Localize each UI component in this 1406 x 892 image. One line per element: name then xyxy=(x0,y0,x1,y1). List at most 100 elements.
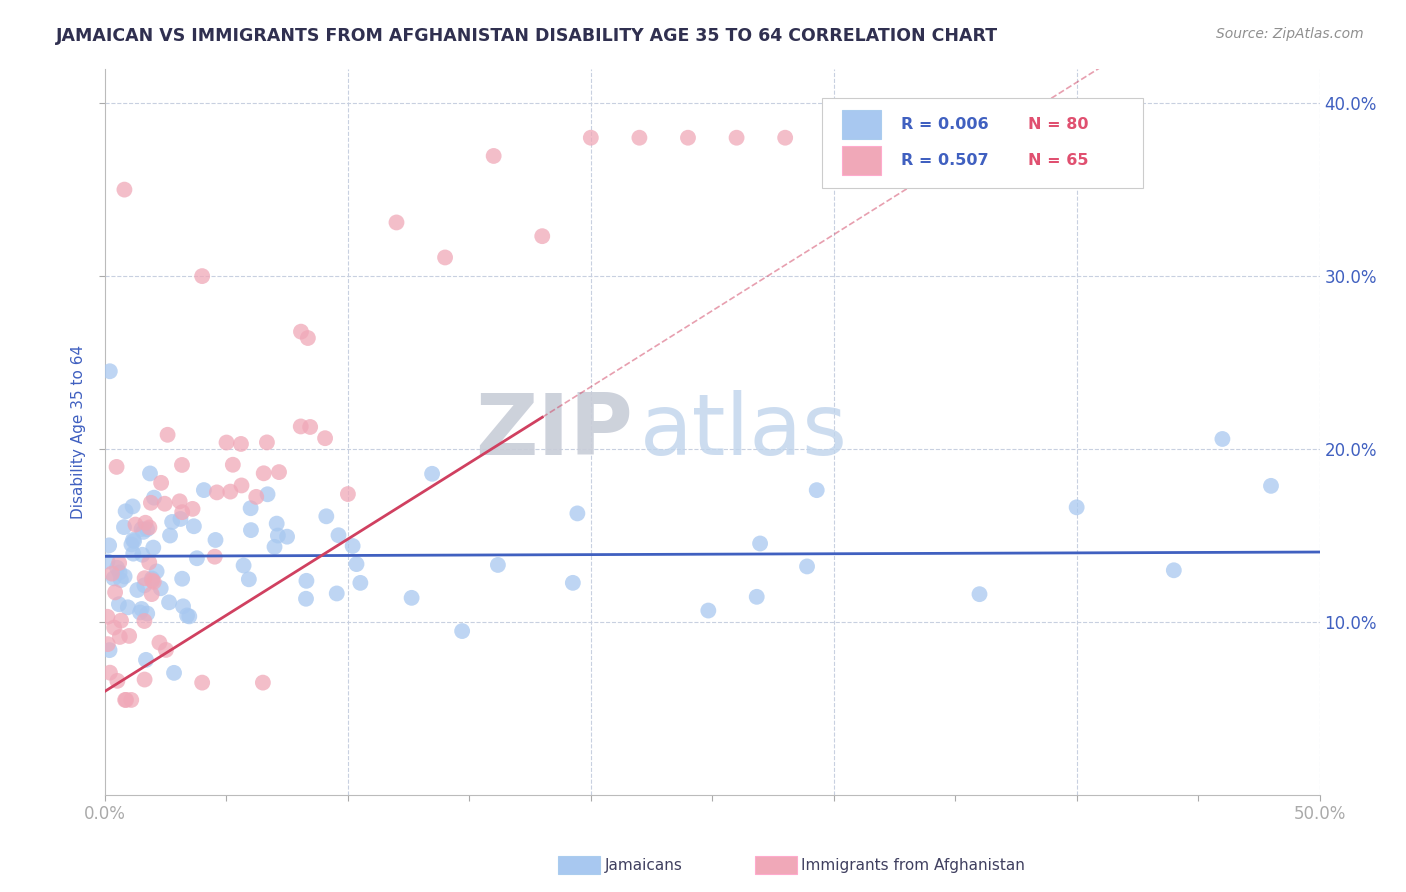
Text: R = 0.507: R = 0.507 xyxy=(901,153,988,169)
Point xyxy=(420,467,443,481)
Point xyxy=(170,458,193,472)
Point xyxy=(108,566,131,580)
Point xyxy=(697,603,720,617)
Point xyxy=(156,427,179,442)
Text: N = 65: N = 65 xyxy=(1028,153,1088,169)
Point xyxy=(136,522,159,536)
Point xyxy=(120,693,142,707)
Point xyxy=(172,505,194,519)
Point xyxy=(97,637,120,651)
Point xyxy=(1163,563,1185,577)
Text: Jamaicans: Jamaicans xyxy=(605,858,682,872)
FancyBboxPatch shape xyxy=(842,110,882,139)
Point xyxy=(326,586,349,600)
Point xyxy=(256,435,278,450)
Point xyxy=(349,575,371,590)
Point xyxy=(342,539,364,553)
Point xyxy=(256,487,278,501)
Point xyxy=(169,512,191,526)
Point xyxy=(141,587,163,601)
Point xyxy=(114,504,136,518)
Point xyxy=(486,558,509,572)
Point xyxy=(134,578,156,592)
Point xyxy=(155,643,177,657)
Point xyxy=(157,595,180,609)
Point xyxy=(148,635,170,649)
Point xyxy=(628,130,651,145)
Point xyxy=(112,520,135,534)
Point xyxy=(114,569,136,583)
Point xyxy=(561,575,583,590)
Text: R = 0.006: R = 0.006 xyxy=(901,117,988,132)
FancyBboxPatch shape xyxy=(842,146,882,176)
Point xyxy=(434,251,457,265)
Point xyxy=(103,571,125,585)
Point xyxy=(579,130,602,145)
Point xyxy=(239,523,262,537)
Point xyxy=(141,574,163,588)
Point xyxy=(134,571,156,585)
Text: Immigrants from Afghanistan: Immigrants from Afghanistan xyxy=(801,858,1025,872)
Point xyxy=(172,572,194,586)
Point xyxy=(567,507,589,521)
Point xyxy=(134,516,156,530)
Point xyxy=(290,419,312,434)
Point xyxy=(314,431,336,445)
Point xyxy=(239,501,262,516)
Point xyxy=(266,516,288,531)
Point xyxy=(132,524,155,539)
Point xyxy=(169,494,191,508)
Point xyxy=(121,500,143,514)
Point xyxy=(295,591,318,606)
Point xyxy=(138,520,160,534)
Point xyxy=(238,572,260,586)
Point xyxy=(122,547,145,561)
Point xyxy=(204,533,226,547)
Point xyxy=(186,551,208,566)
Point xyxy=(252,675,274,690)
Point xyxy=(149,581,172,595)
Point xyxy=(263,540,285,554)
Point xyxy=(482,149,505,163)
Point xyxy=(806,483,828,497)
Point xyxy=(401,591,423,605)
Point xyxy=(120,537,142,551)
Point xyxy=(215,435,238,450)
Point xyxy=(336,487,359,501)
Point xyxy=(290,325,312,339)
Point xyxy=(110,573,132,587)
Point xyxy=(222,458,245,472)
Point xyxy=(346,557,368,571)
Point xyxy=(112,183,135,197)
Point xyxy=(143,491,166,505)
Point xyxy=(96,554,118,568)
Point xyxy=(253,467,276,481)
Point xyxy=(110,614,132,628)
Point xyxy=(139,496,162,510)
Point xyxy=(676,130,699,145)
Point xyxy=(98,643,121,657)
Point xyxy=(134,614,156,628)
Point xyxy=(193,483,215,497)
Text: Source: ZipAtlas.com: Source: ZipAtlas.com xyxy=(1216,27,1364,41)
Point xyxy=(159,528,181,542)
Point xyxy=(122,534,145,549)
Point xyxy=(172,599,194,614)
Point xyxy=(181,501,204,516)
Point xyxy=(183,519,205,533)
Point xyxy=(138,556,160,570)
Point xyxy=(297,331,319,345)
Point xyxy=(98,364,121,378)
Point xyxy=(114,693,136,707)
Y-axis label: Disability Age 35 to 64: Disability Age 35 to 64 xyxy=(72,344,86,519)
Point xyxy=(1211,432,1233,446)
Point xyxy=(118,629,141,643)
Point xyxy=(232,558,254,573)
Point xyxy=(131,548,153,562)
Point xyxy=(117,600,139,615)
Point xyxy=(108,556,131,570)
Point xyxy=(115,693,138,707)
Point xyxy=(122,533,145,547)
Point xyxy=(531,229,554,244)
Point xyxy=(773,130,796,145)
